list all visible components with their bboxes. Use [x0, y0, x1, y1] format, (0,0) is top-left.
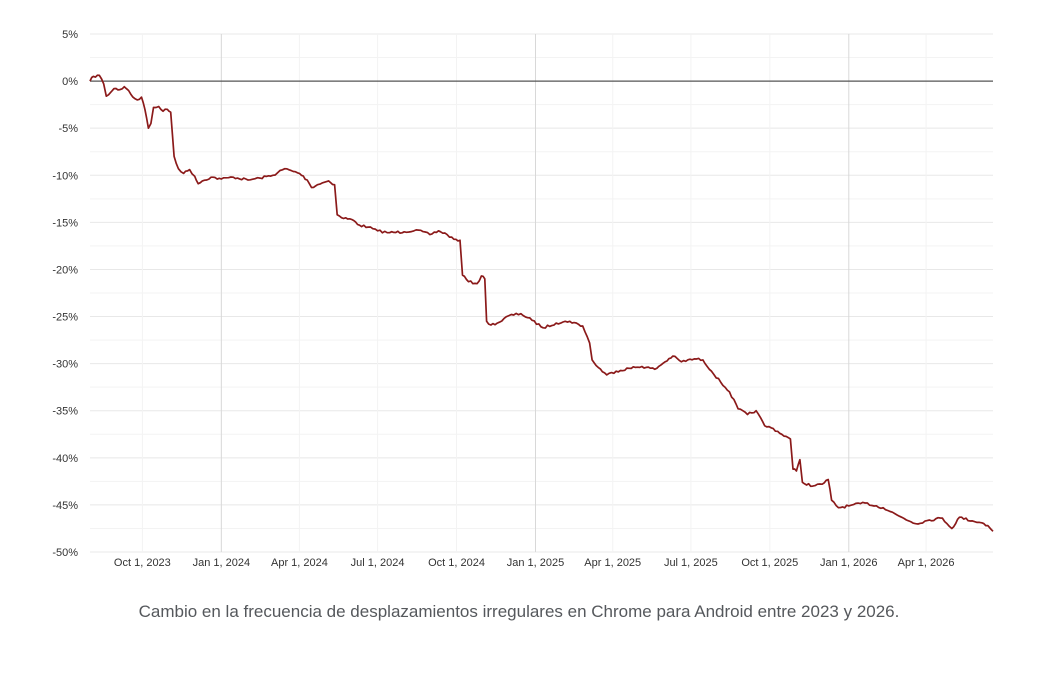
y-tick-label: -25%: [52, 312, 78, 324]
x-tick-label: Apr 1, 2024: [271, 557, 328, 569]
y-tick-label: 5%: [62, 29, 78, 41]
y-tick-label: -40%: [52, 453, 78, 465]
y-tick-label: -20%: [52, 264, 78, 276]
x-tick-label: Jan 1, 2025: [507, 557, 565, 569]
x-axis: Oct 1, 2023 Jan 1, 2024 Apr 1, 2024 Jul 1, …: [114, 557, 955, 569]
x-tick-label: Jul 1, 2024: [351, 557, 405, 569]
figure-caption: Cambio en la frecuencia de desplazamient…: [138, 602, 900, 621]
y-tick-label: -10%: [52, 170, 78, 182]
series-line-0: [89, 74, 994, 532]
grid: [90, 33, 993, 553]
y-tick-label: -5%: [58, 123, 78, 135]
x-tick-label: Jan 1, 2024: [193, 557, 251, 569]
series-group: [89, 74, 994, 532]
y-tick-label: 0%: [62, 76, 78, 88]
x-tick-label: Jan 1, 2026: [820, 557, 878, 569]
x-tick-label: Oct 1, 2023: [114, 557, 171, 569]
x-tick-label: Oct 1, 2025: [741, 557, 798, 569]
y-tick-label: -30%: [52, 359, 78, 371]
y-tick-label: -45%: [52, 500, 78, 512]
y-tick-label: -15%: [52, 217, 78, 229]
x-tick-label: Jul 1, 2025: [664, 557, 718, 569]
y-tick-label: -50%: [52, 547, 78, 559]
line-chart: 5% 0% -5% -10% -15% -20% -25% -30% -35% -40% -45% -…: [52, 29, 994, 569]
x-tick-label: Oct 1, 2024: [428, 557, 485, 569]
x-tick-label: Apr 1, 2026: [898, 557, 955, 569]
y-axis: 5% 0% -5% -10% -15% -20% -25% -30% -35% -40% -45% -…: [52, 29, 78, 559]
x-tick-label: Apr 1, 2025: [584, 557, 641, 569]
y-tick-label: -35%: [52, 406, 78, 418]
